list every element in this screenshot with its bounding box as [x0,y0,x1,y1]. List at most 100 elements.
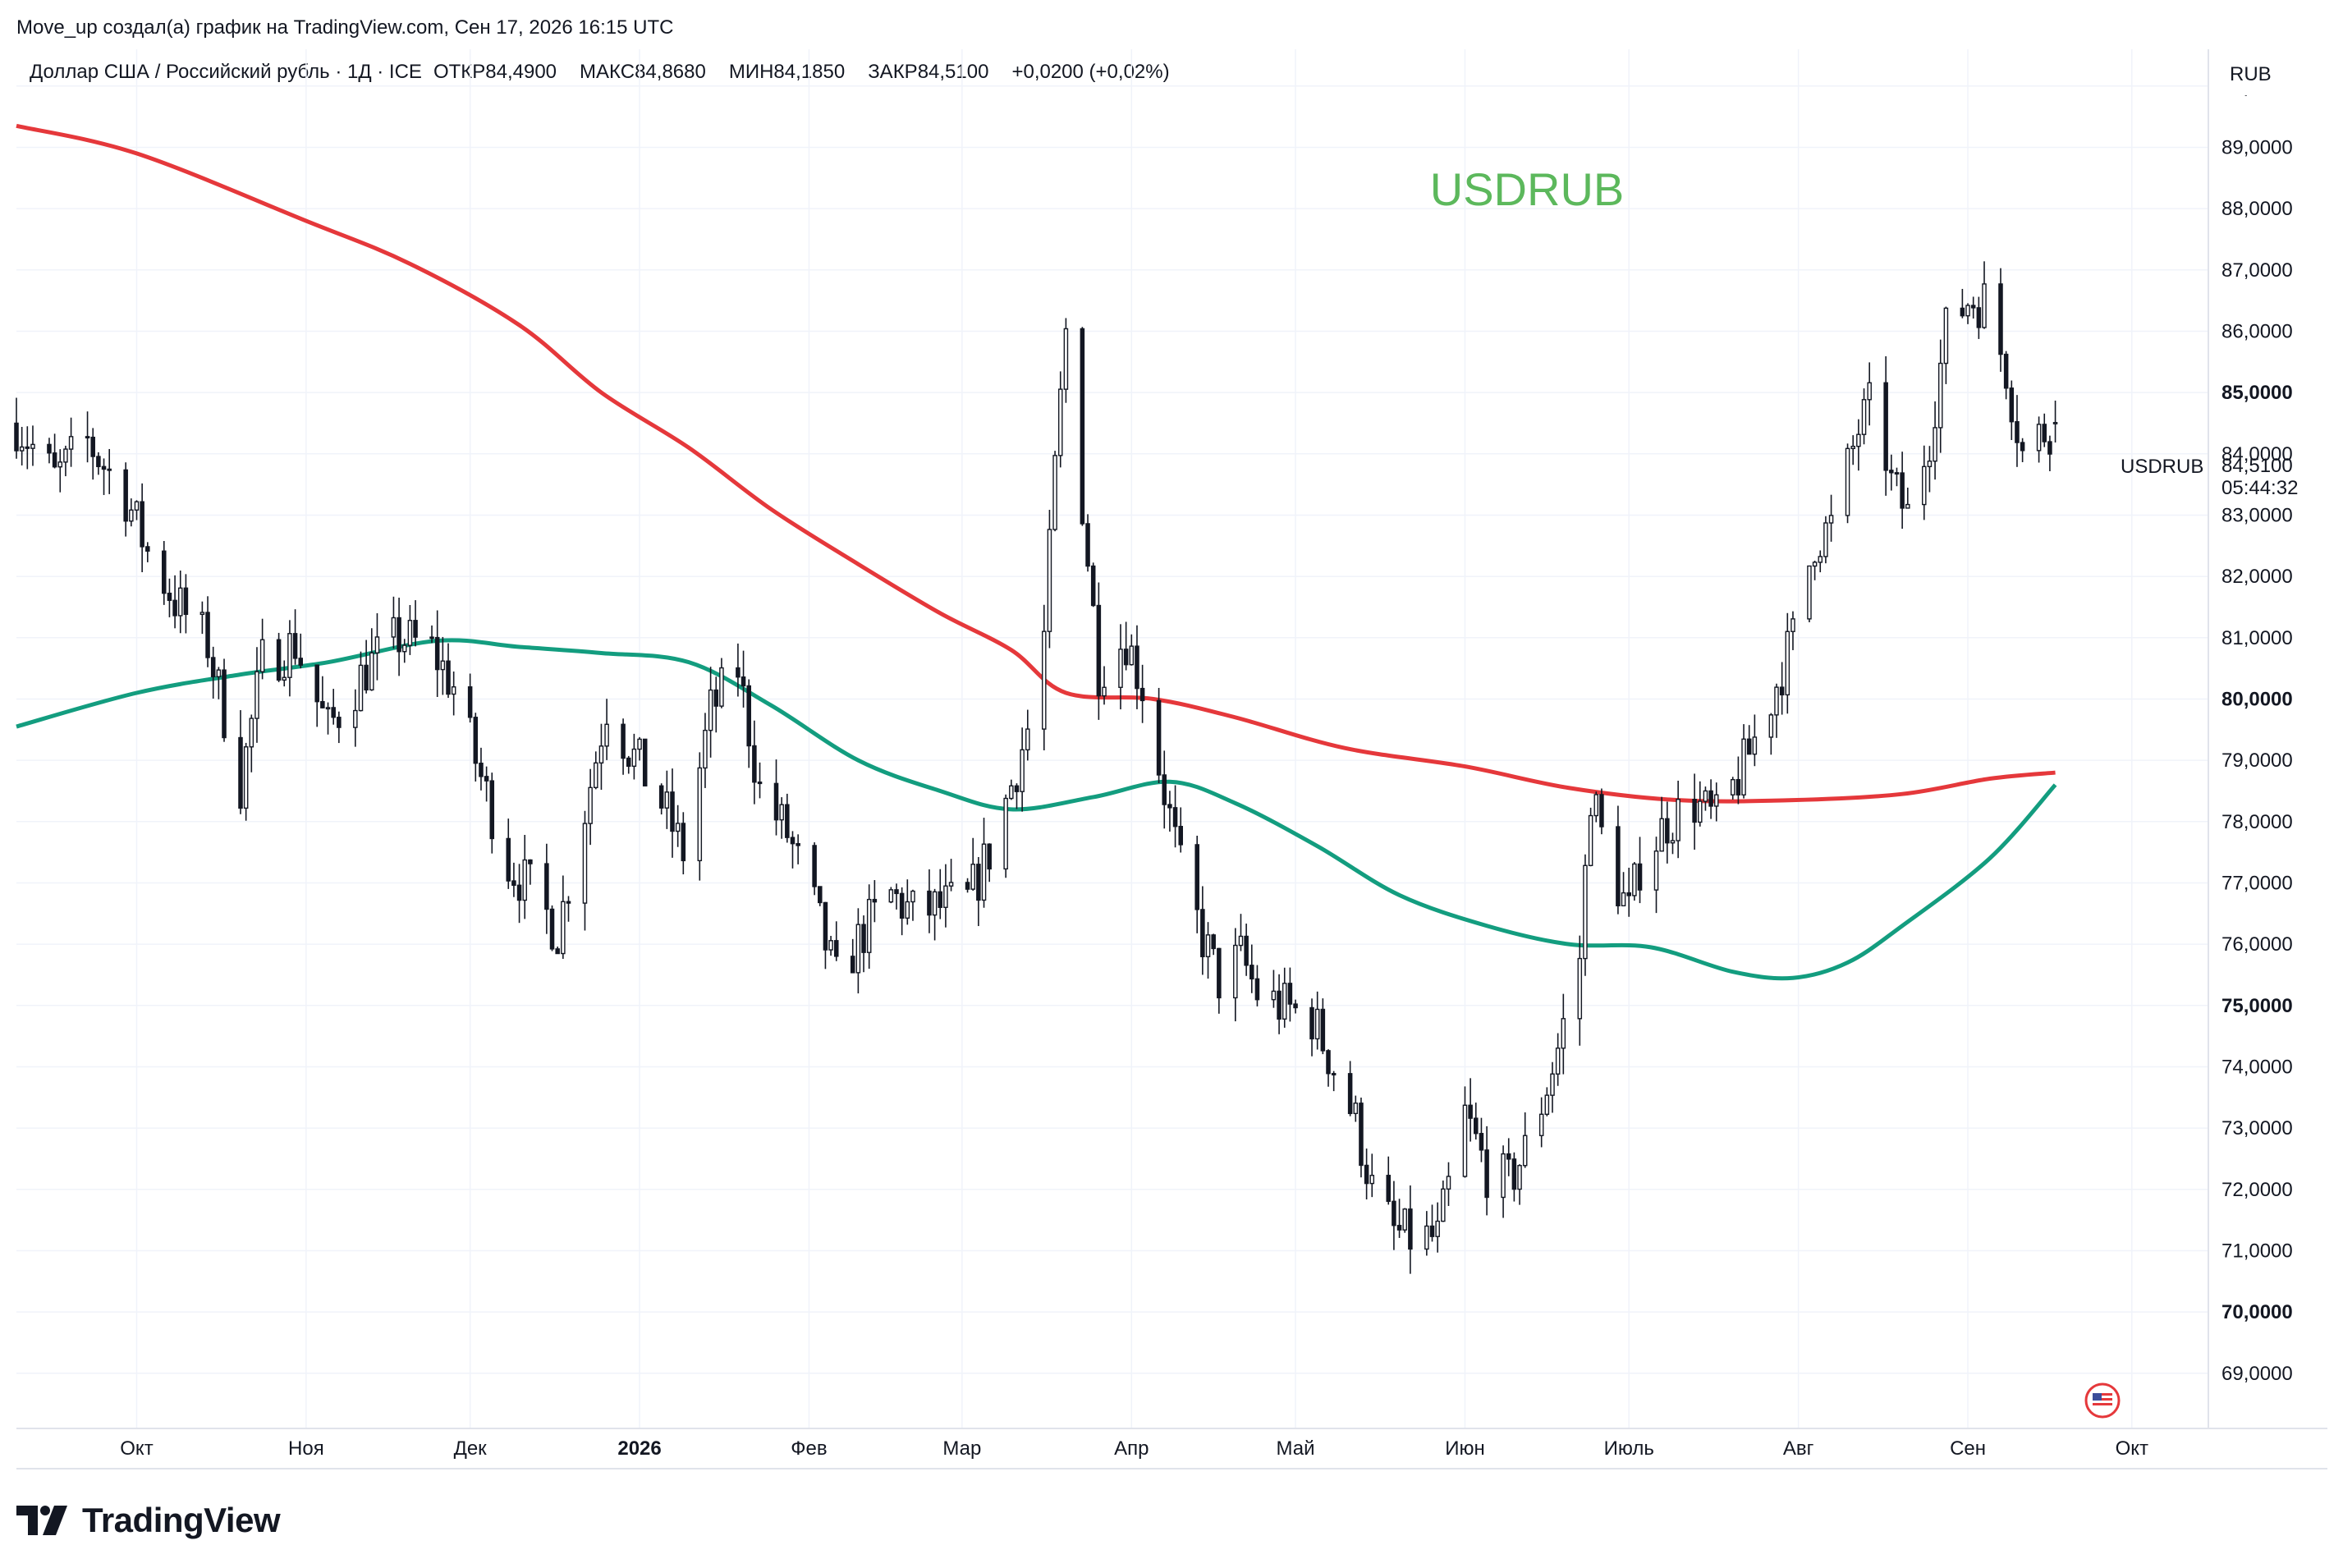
candle-body [47,443,52,454]
candle-body [1785,630,1790,696]
candle-body [2042,424,2047,442]
time-tick-label: Фев [791,1437,827,1460]
candle-body [899,892,905,919]
candle-body [1369,1175,1375,1185]
candle-body [129,509,134,522]
candle-body [451,686,456,695]
candle-body [353,709,358,728]
candle-body [1779,686,1785,696]
legend-instrument[interactable]: Доллар США / Российский рубль · 1Д · ICE [30,61,422,83]
candle-body [1905,503,1910,509]
candle-body [708,689,713,731]
candle-body [222,669,227,739]
candle-body [1883,382,1888,471]
candle-body [63,448,68,463]
candle-body [561,901,566,955]
candle-body [1922,465,1927,506]
candle-body [1768,714,1774,738]
candle-body [1042,630,1047,730]
candle-body [30,443,35,449]
candle-body [331,707,336,718]
legend-change: +0,0200 (+0,02%) [1011,61,1170,83]
candle-body [833,940,839,957]
price-tick-label: 72,0000 [2221,1179,2293,1201]
candle-body [796,842,800,846]
candle-body [1894,472,1900,475]
candle-body [254,671,259,719]
price-tick-label: 73,0000 [2221,1117,2293,1139]
candle-body [626,757,631,768]
price-tick-label: 86,0000 [2221,320,2293,342]
legend-close-value: 84,5100 [917,61,989,83]
candle-body [1293,1003,1298,1009]
candle-body [1933,427,1937,462]
currency-button[interactable] [2212,51,2310,95]
candle-body [1090,565,1096,607]
candle-body [205,612,210,658]
candle-body [1211,934,1216,950]
candle-body [1937,362,1943,429]
candle-body [1474,1117,1479,1135]
candle-body [1735,778,1741,795]
candle-body [1468,1104,1473,1119]
candle-body [855,924,861,974]
time-tick-label: 2026 [617,1437,661,1460]
candle-body [1441,1188,1446,1222]
candle-body [1429,1225,1435,1237]
time-axis[interactable]: Окт Ноя Дек 2026 Фев Мар Апр Май Июн Июль Авг Сен Ок… [120,1437,2148,1460]
price-tick-label: 82,0000 [2221,566,2293,588]
candle-body [1976,307,1982,328]
candle-body [1014,785,1020,792]
time-tick-label: Мар [942,1437,981,1460]
legend-low-label: МИН [728,61,774,83]
candle-body [1626,892,1631,896]
last-price-marker: USDRUB 84,5100 05:44:32 [2121,455,2298,499]
candle-body [1353,1103,1359,1115]
candle-body [1331,1073,1337,1075]
price-tick-label: 77,0000 [2221,872,2293,894]
time-tick-label: Окт [2116,1437,2148,1460]
candle-body [1850,445,1855,450]
candle-body [446,660,451,695]
us-flag-icon[interactable] [2084,1382,2121,1419]
candle-body [249,718,254,748]
candle-body [1424,1225,1429,1250]
candle-body [970,864,975,890]
candle-body [358,664,364,712]
price-tick-label: 71,0000 [2221,1240,2293,1262]
tradingview-logo[interactable]: TradingView [16,1497,281,1543]
price-tick-label: 88,0000 [2221,198,2293,220]
price-tick-label: 79,0000 [2221,750,2293,772]
candle-body [101,465,107,470]
candle-body [1807,565,1812,620]
candle-body [1009,785,1014,800]
candle-body [1676,798,1680,841]
candle-body [1359,1103,1364,1167]
price-axis[interactable]: 69,0000 70,0000 71,0000 72,0000 73,0000 74,00… [2221,76,2293,1385]
price-tick-label: 84,0000 [2221,443,2293,465]
candle-body [1238,935,1244,947]
candle-body [1828,515,1834,524]
candle-body [1982,283,1987,328]
candle-body [210,657,216,677]
candle-body [85,436,90,439]
candle-body [172,599,177,617]
candle-body [1708,790,1713,807]
legend-open-label: ОТКР [433,61,486,83]
candle-body [1692,798,1697,823]
candle-body [1561,1018,1566,1049]
time-tick-label: Ноя [288,1437,324,1460]
candle-body [484,776,489,782]
candle-body [1063,328,1069,390]
candle-body [1856,433,1861,447]
candle-body [1583,864,1588,960]
candle-body [1287,983,1293,1005]
candle-body [703,729,708,769]
candle-body [1172,807,1178,828]
candle-body [216,669,222,677]
candle-body [664,791,670,809]
time-tick-label: Сен [1950,1437,1986,1460]
candle-body [1135,645,1139,690]
candle-body [1282,983,1287,1020]
